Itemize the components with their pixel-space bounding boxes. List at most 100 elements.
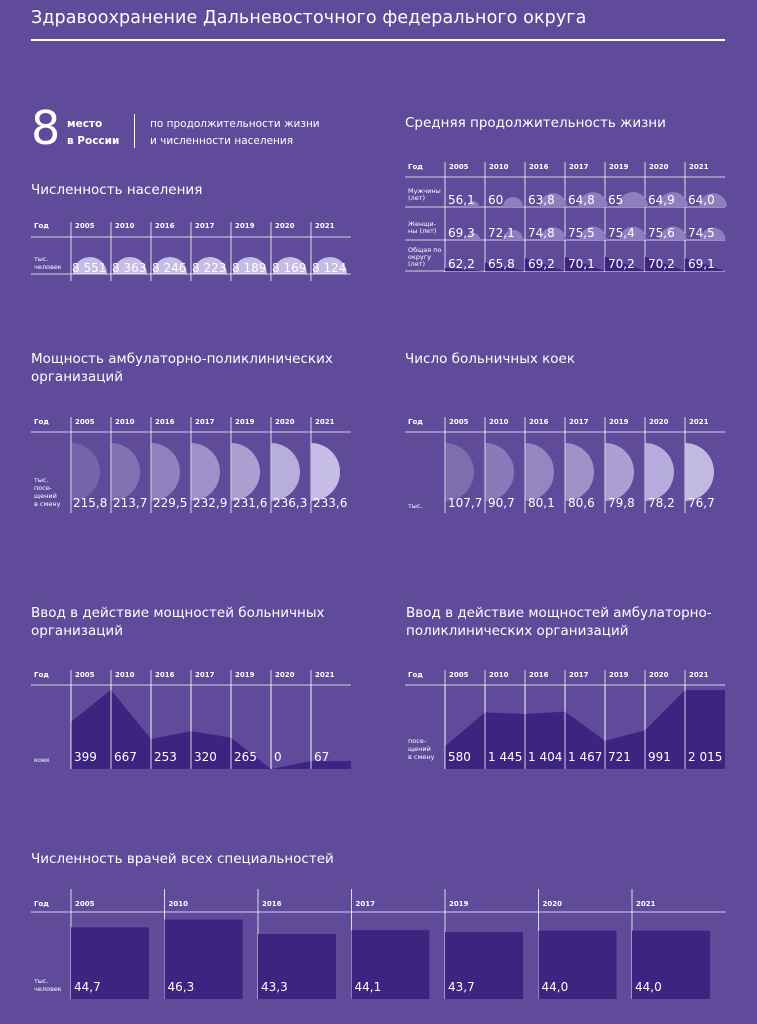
life-expectancy-value-label: 70,2 xyxy=(608,257,635,271)
population-dome xyxy=(233,257,267,274)
life-expectancy-wedge xyxy=(565,256,605,271)
doctors-value-label: 43,7 xyxy=(448,980,475,994)
outpatient-commissioning-value-label: 2 015 xyxy=(688,750,722,764)
hospital-commissioning-year-label: 2016 xyxy=(155,671,175,679)
outpatient-capacity-value-label: 213,7 xyxy=(113,496,147,510)
population-header-label: Год xyxy=(34,222,49,230)
life-expectancy-value-label: 64,8 xyxy=(568,193,595,207)
outpatient-capacity-year-label: 2019 xyxy=(235,418,255,426)
population-title: Численность населения xyxy=(31,182,203,198)
outpatient-capacity-year-label: 2016 xyxy=(155,418,175,426)
outpatient-commissioning-title: Ввод в действие мощностей амбулаторно- п… xyxy=(406,604,712,640)
outpatient-capacity-half-disc xyxy=(231,443,260,501)
population-row-label: тыс. xyxy=(34,255,49,263)
outpatient-capacity-row-label: щений xyxy=(34,492,57,500)
population-value-label: 8 551 xyxy=(72,261,106,275)
life-expectancy-year-label: 2020 xyxy=(649,163,669,171)
life-expectancy-value-label: 74,5 xyxy=(688,226,715,240)
hospital-beds-value-label: 107,7 xyxy=(448,496,482,510)
life-expectancy-row-label: Мужчины xyxy=(408,187,441,195)
life-expectancy-wedge xyxy=(485,262,525,271)
life-expectancy-year-label: 2005 xyxy=(449,163,469,171)
rank-label-line-2: в России xyxy=(67,135,120,147)
outpatient-commissioning-value-label: 1 445 xyxy=(488,750,522,764)
outpatient-capacity-value-label: 232,9 xyxy=(193,496,227,510)
outpatient-commissioning-year-label: 2005 xyxy=(449,671,469,679)
life-expectancy-wedge xyxy=(685,258,725,271)
hospital-beds-year-label: 2020 xyxy=(649,418,669,426)
outpatient-capacity-title: Мощность амбулаторно-поликлинических орг… xyxy=(31,350,333,386)
outpatient-commissioning-year-label: 2010 xyxy=(489,671,509,679)
life-expectancy-bump xyxy=(700,227,726,240)
hospital-beds-half-disc xyxy=(685,443,714,501)
life-expectancy-value-label: 62,2 xyxy=(448,257,475,271)
hospital-commissioning-year-label: 2021 xyxy=(315,671,335,679)
outpatient-commissioning-value-label: 721 xyxy=(608,750,631,764)
life-expectancy-row-label: ны (лет) xyxy=(408,227,436,235)
doctors-year-label: 2021 xyxy=(636,900,656,908)
hospital-commissioning-header-label: Год xyxy=(34,671,49,679)
doctors-year-label: 2016 xyxy=(262,900,282,908)
hospital-beds-value-label: 80,1 xyxy=(528,496,555,510)
hospital-beds-title: Число больничных коек xyxy=(405,351,576,367)
life-expectancy-bump xyxy=(699,193,727,207)
doctors-value-label: 46,3 xyxy=(168,980,195,994)
hospital-commissioning-year-label: 2019 xyxy=(235,671,255,679)
life-expectancy-value-label: 72,1 xyxy=(488,226,515,240)
hospital-beds-half-disc xyxy=(605,443,634,501)
outpatient-capacity-year-label: 2010 xyxy=(115,418,135,426)
doctors-year-label: 2020 xyxy=(543,900,563,908)
doctors-value-label: 44,0 xyxy=(542,980,569,994)
doctors-year-label: 2017 xyxy=(356,900,376,908)
hospital-commissioning-value-label: 67 xyxy=(314,750,329,764)
rank-description: по продолжительности жизни и численности… xyxy=(150,116,320,150)
life-expectancy-value-label: 60 xyxy=(488,193,503,207)
hospital-beds-value-label: 78,2 xyxy=(648,496,675,510)
outpatient-commissioning-year-label: 2016 xyxy=(529,671,549,679)
population-year-label: 2021 xyxy=(315,222,335,230)
outpatient-capacity-value-label: 233,6 xyxy=(313,496,347,510)
population-year-label: 2016 xyxy=(155,222,175,230)
hospital-commissioning-value-label: 399 xyxy=(74,750,97,764)
doctors-row-label: тыс. xyxy=(34,977,49,985)
outpatient-capacity-value-label: 231,6 xyxy=(233,496,267,510)
rank-number: 8 xyxy=(31,101,61,155)
life-expectancy-value-label: 74,8 xyxy=(528,226,555,240)
life-expectancy-wedge xyxy=(645,256,685,271)
population-row-label: человек xyxy=(34,263,62,271)
outpatient-capacity-half-disc xyxy=(111,443,140,501)
outpatient-capacity-half-disc xyxy=(271,443,300,501)
outpatient-capacity-title-line-1: Мощность амбулаторно-поликлинических xyxy=(31,351,333,367)
hospital-commissioning-area xyxy=(71,689,351,769)
hospital-beds-half-disc xyxy=(445,443,474,501)
hospital-commissioning-year-label: 2020 xyxy=(275,671,295,679)
population-dome xyxy=(153,257,187,274)
life-expectancy-bump xyxy=(540,227,566,240)
outpatient-commissioning-year-label: 2021 xyxy=(689,671,709,679)
life-expectancy-bump xyxy=(502,229,524,240)
outpatient-commissioning-area xyxy=(445,690,725,769)
rank-label-line-1: место xyxy=(67,118,103,130)
hospital-beds-year-label: 2016 xyxy=(529,418,549,426)
life-expectancy-value-label: 70,2 xyxy=(648,257,675,271)
life-expectancy-wedge xyxy=(445,267,485,271)
population-year-label: 2020 xyxy=(275,222,295,230)
life-expectancy-bump xyxy=(578,192,608,207)
page-title: Здравоохранение Дальневосточного федерал… xyxy=(31,8,587,28)
population-year-label: 2019 xyxy=(235,222,255,230)
doctors-value-label: 44,1 xyxy=(355,980,382,994)
outpatient-commissioning-row-label: щений xyxy=(408,745,431,753)
life-expectancy-header-label: Год xyxy=(408,163,423,171)
hospital-commissioning-title-line-1: Ввод в действие мощностей больничных xyxy=(31,605,325,621)
doctors-row-label: человек xyxy=(34,985,62,993)
doctors-year-label: 2005 xyxy=(75,900,95,908)
hospital-commissioning-value-label: 265 xyxy=(234,750,257,764)
life-expectancy-bump xyxy=(618,192,648,207)
hospital-commissioning-year-label: 2010 xyxy=(115,671,135,679)
doctors-year-label: 2019 xyxy=(449,900,469,908)
life-expectancy-bump xyxy=(579,226,607,240)
hospital-commissioning-year-label: 2017 xyxy=(195,671,215,679)
life-expectancy-value-label: 69,1 xyxy=(688,257,715,271)
hospital-beds-half-disc xyxy=(525,443,554,501)
life-expectancy-year-label: 2021 xyxy=(689,163,709,171)
